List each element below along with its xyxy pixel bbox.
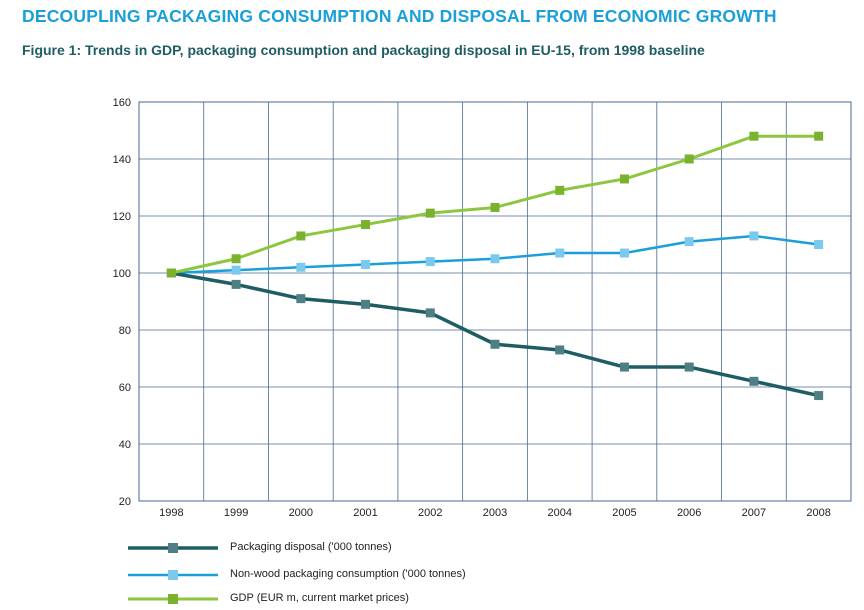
figure-title: Figure 1: Trends in GDP, packaging consu… bbox=[22, 42, 705, 58]
x-tick-label: 2006 bbox=[677, 507, 701, 519]
data-point-series-2 bbox=[490, 202, 500, 212]
x-tick-label: 2000 bbox=[289, 507, 313, 519]
data-point-series-2 bbox=[361, 220, 371, 230]
x-tick-label: 2002 bbox=[418, 507, 442, 519]
legend-swatch-packaging-disposal bbox=[128, 543, 218, 553]
data-point-series-2 bbox=[166, 268, 176, 278]
legend-label-non-wood-consumption: Non-wood packaging consumption ('000 ton… bbox=[230, 568, 466, 580]
y-tick-label: 120 bbox=[113, 211, 131, 223]
data-point-series-2 bbox=[555, 185, 565, 195]
plot-area bbox=[138, 101, 852, 502]
x-tick-label: 2003 bbox=[483, 507, 507, 519]
data-point-series-2 bbox=[296, 231, 306, 241]
data-point-series-1 bbox=[555, 248, 565, 258]
x-tick-label: 2007 bbox=[742, 507, 766, 519]
data-point-series-1 bbox=[490, 254, 500, 264]
x-tick-label: 2001 bbox=[353, 507, 377, 519]
data-point-series-0 bbox=[619, 362, 629, 372]
y-tick-label: 20 bbox=[119, 496, 131, 508]
data-point-series-0 bbox=[684, 362, 694, 372]
legend-label-gdp: GDP (EUR m, current market prices) bbox=[230, 592, 409, 604]
data-point-series-2 bbox=[425, 208, 435, 218]
data-point-series-0 bbox=[555, 345, 565, 355]
y-tick-label: 160 bbox=[113, 97, 131, 109]
data-point-series-2 bbox=[231, 254, 241, 264]
data-point-series-2 bbox=[749, 131, 759, 141]
data-point-series-0 bbox=[425, 308, 435, 318]
legend-item-non-wood-consumption: Non-wood packaging consumption ('000 ton… bbox=[126, 567, 546, 583]
data-point-series-0 bbox=[296, 294, 306, 304]
y-tick-label: 140 bbox=[113, 154, 131, 166]
y-tick-label: 60 bbox=[119, 382, 131, 394]
legend-item-gdp: GDP (EUR m, current market prices) bbox=[126, 591, 546, 607]
data-point-series-1 bbox=[231, 265, 241, 275]
data-point-series-1 bbox=[361, 259, 371, 269]
data-point-series-0 bbox=[814, 391, 824, 401]
legend-label-packaging-disposal: Packaging disposal ('000 tonnes) bbox=[230, 541, 392, 553]
data-point-series-1 bbox=[425, 257, 435, 267]
data-point-series-1 bbox=[749, 231, 759, 241]
data-point-series-0 bbox=[231, 279, 241, 289]
data-point-series-2 bbox=[684, 154, 694, 164]
legend-item-packaging-disposal: Packaging disposal ('000 tonnes) bbox=[126, 540, 546, 556]
x-tick-label: 1999 bbox=[224, 507, 248, 519]
page-heading: DECOUPLING PACKAGING CONSUMPTION AND DIS… bbox=[22, 6, 777, 26]
data-point-series-2 bbox=[619, 174, 629, 184]
data-point-series-0 bbox=[749, 376, 759, 386]
legend-swatch-non-wood-consumption bbox=[128, 570, 218, 580]
y-tick-label: 100 bbox=[113, 268, 131, 280]
x-tick-label: 2004 bbox=[547, 507, 571, 519]
legend-swatch-gdp bbox=[128, 594, 218, 604]
data-point-series-1 bbox=[684, 237, 694, 247]
x-tick-label: 2005 bbox=[612, 507, 636, 519]
data-point-series-0 bbox=[490, 339, 500, 349]
data-point-series-1 bbox=[619, 248, 629, 258]
data-point-series-0 bbox=[361, 299, 371, 309]
x-tick-label: 2008 bbox=[806, 507, 830, 519]
y-tick-label: 80 bbox=[119, 325, 131, 337]
data-point-series-1 bbox=[296, 262, 306, 272]
x-tick-label: 1998 bbox=[159, 507, 183, 519]
y-tick-label: 40 bbox=[119, 439, 131, 451]
data-point-series-2 bbox=[814, 131, 824, 141]
data-point-series-1 bbox=[814, 240, 824, 249]
